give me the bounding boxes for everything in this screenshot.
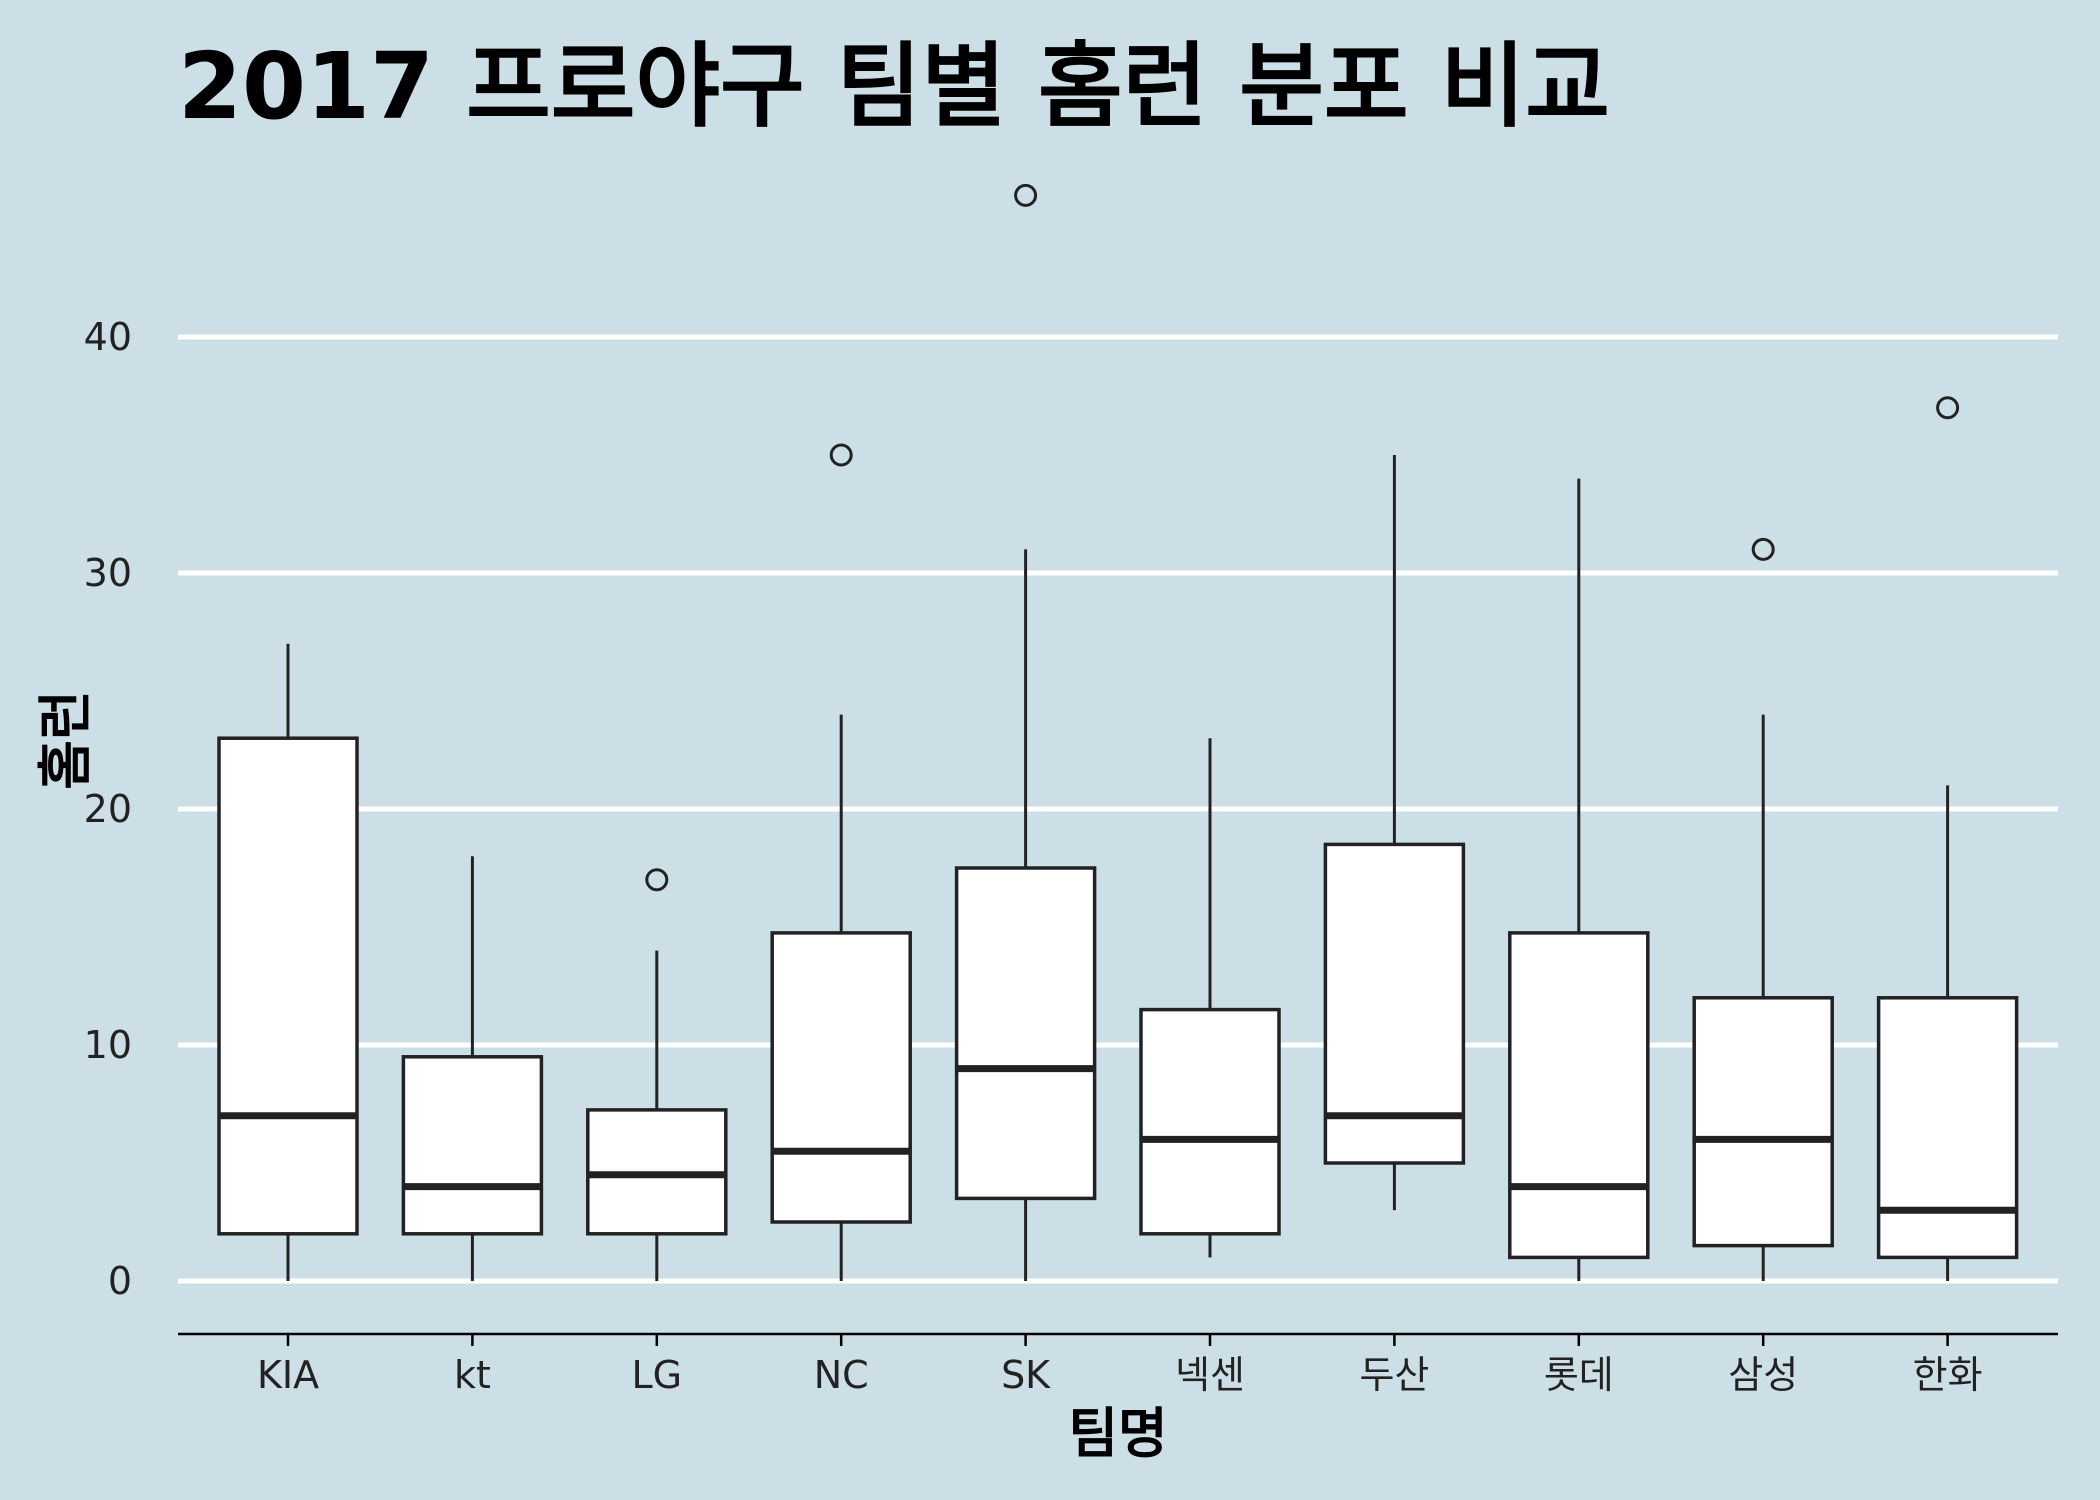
x-tick-label: kt — [454, 1353, 491, 1397]
box — [954, 866, 1097, 1201]
box — [1508, 931, 1650, 1260]
box-group-6 — [1323, 455, 1466, 1211]
box — [217, 736, 359, 1236]
box-group-0 — [217, 643, 359, 1281]
y-tick-label: 20 — [84, 787, 132, 831]
box — [401, 1055, 544, 1236]
y-tick-labels: 0 10 20 30 40 — [84, 315, 132, 1303]
x-tick-label: 롯데 — [1544, 1353, 1614, 1397]
box-group-1 — [401, 856, 544, 1281]
box — [770, 931, 912, 1224]
outlier-point — [829, 443, 853, 467]
y-tick-label: 30 — [84, 551, 132, 595]
outlier-point — [645, 868, 669, 892]
box — [1139, 1007, 1281, 1236]
outlier-point — [1936, 396, 1960, 420]
x-tick-labels: KIA kt LG NC SK 넥센 두산 롯데 삼성 한화 — [257, 1334, 1983, 1397]
boxes — [217, 183, 2019, 1281]
x-axis-title: 팀명 — [1068, 1402, 1167, 1465]
x-tick-label: 두산 — [1359, 1353, 1429, 1397]
x-tick-label: 한화 — [1913, 1353, 1983, 1397]
box-group-9 — [1876, 396, 2019, 1281]
box-group-7 — [1508, 478, 1650, 1281]
x-tick-label: NC — [814, 1353, 869, 1397]
box — [1876, 996, 2019, 1260]
x-tick-label: KIA — [257, 1353, 319, 1397]
box-group-3 — [770, 443, 912, 1281]
x-tick-label: SK — [1001, 1353, 1051, 1397]
box — [1692, 996, 1834, 1248]
x-tick-label: 넥센 — [1175, 1353, 1245, 1397]
x-tick-label: LG — [631, 1353, 682, 1397]
y-axis-title: 홈런 — [34, 690, 97, 789]
chart-title: 2017 프로야구 팀별 홈런 분포 비교 — [178, 33, 1610, 140]
box-group-5 — [1139, 738, 1281, 1258]
box-group-8 — [1692, 537, 1834, 1281]
outlier-point — [1014, 183, 1038, 207]
y-tick-label: 10 — [84, 1023, 132, 1067]
box-group-2 — [586, 868, 728, 1281]
box — [1323, 842, 1466, 1165]
y-tick-label: 0 — [108, 1259, 132, 1303]
y-tick-label: 40 — [84, 315, 132, 359]
outlier-point — [1751, 537, 1775, 561]
x-tick-label: 삼성 — [1728, 1353, 1798, 1397]
box-group-4 — [954, 183, 1097, 1281]
